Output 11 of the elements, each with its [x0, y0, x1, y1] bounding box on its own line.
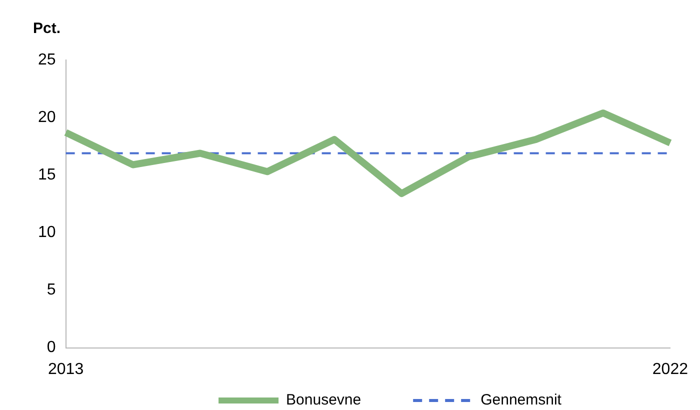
y-tick-label: 20: [38, 108, 56, 126]
x-tick-label: 2022: [652, 360, 688, 378]
y-axis-title: Pct.: [33, 20, 61, 37]
legend-label: Bonusevne: [286, 392, 362, 409]
y-tick-label: 10: [38, 224, 56, 242]
y-tick-label: 15: [38, 166, 56, 184]
y-tick-label: 25: [38, 51, 56, 68]
x-tick-label: 2013: [48, 360, 84, 378]
y-tick-label: 5: [46, 282, 56, 299]
legend-label: Gennemsnit: [480, 392, 562, 409]
y-tick-label: 0: [46, 339, 56, 356]
